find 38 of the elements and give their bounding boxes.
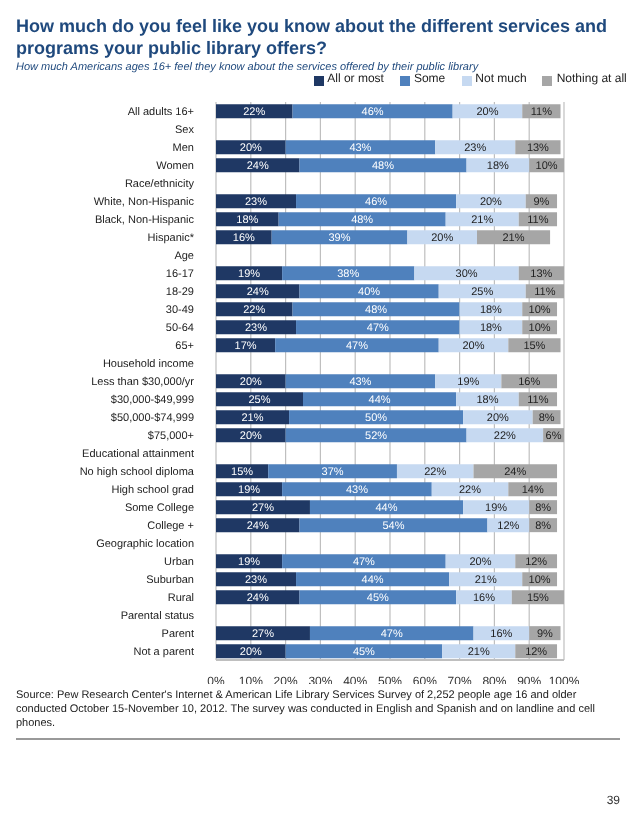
- bar: [285, 428, 467, 443]
- bar: [299, 158, 467, 173]
- bar: [216, 104, 293, 119]
- bar: [289, 410, 464, 425]
- bar: [303, 392, 457, 407]
- bar: [292, 104, 453, 119]
- bar: [414, 266, 519, 281]
- bar: [216, 158, 300, 173]
- bar: [299, 518, 488, 533]
- bar: [292, 302, 460, 317]
- bar: [396, 464, 474, 479]
- bar: [285, 644, 443, 659]
- bar: [309, 500, 464, 515]
- bar: [296, 320, 460, 335]
- bar: [282, 554, 446, 569]
- bar: [271, 230, 408, 245]
- bar: [285, 374, 436, 389]
- bar: [309, 626, 474, 641]
- bar: [445, 212, 519, 227]
- bar: [282, 266, 415, 281]
- bar: [296, 572, 450, 587]
- bar: [299, 590, 457, 605]
- bar: [278, 212, 446, 227]
- bar: [299, 284, 439, 299]
- bar: [275, 338, 439, 353]
- bar: [282, 482, 432, 497]
- bar: [216, 500, 310, 515]
- bar: [216, 392, 303, 407]
- bar: [216, 284, 300, 299]
- bar: [296, 194, 457, 209]
- bar: [216, 626, 310, 641]
- bar: [438, 284, 526, 299]
- bar: [216, 590, 300, 605]
- bar: [216, 518, 300, 533]
- bar: [268, 464, 397, 479]
- bar: [216, 302, 293, 317]
- chart-title: How much do you feel like you know about the different services and programs your public library offers?: [16, 16, 610, 60]
- bar: [285, 140, 436, 155]
